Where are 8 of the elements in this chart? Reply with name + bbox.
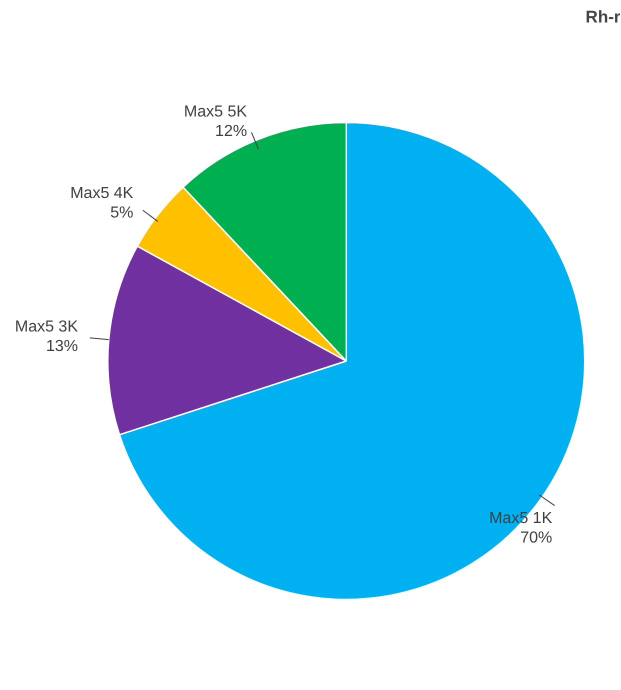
slice-label: Max5 3K bbox=[14, 318, 78, 336]
data-label: 13% bbox=[46, 338, 78, 355]
data-label: 70% bbox=[520, 530, 552, 547]
chart-title: Rh-r bbox=[586, 8, 621, 26]
data-label: 5% bbox=[110, 204, 134, 222]
data-label: 12% bbox=[215, 122, 248, 140]
slice-label: Max5 5K bbox=[184, 104, 248, 121]
slice-label: Max5 4K bbox=[70, 185, 134, 202]
